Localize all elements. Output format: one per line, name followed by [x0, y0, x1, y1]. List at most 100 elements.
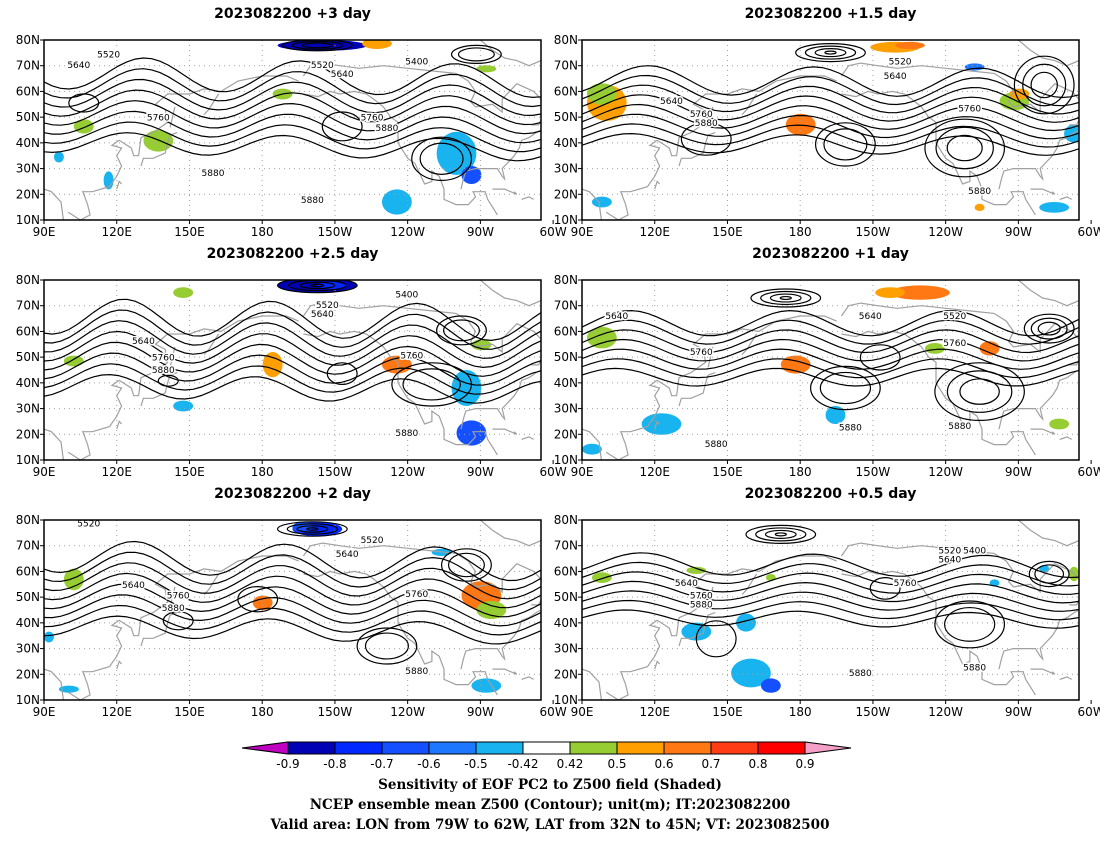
contour-label: 5760: [690, 348, 713, 358]
lon-tick-label: 60W: [1078, 225, 1100, 239]
lon-tick-label: 60W: [1078, 465, 1100, 479]
contour-cell: [450, 44, 502, 64]
panel-4: 5640 5640 5520 5760 5760 5880 5880 5880 80N 70N 60…: [554, 246, 1100, 479]
panel-title: 2023082200 +2.5 day: [207, 246, 379, 262]
contour-cell: [310, 283, 325, 288]
map-frame: [581, 279, 1080, 461]
contour-line: [44, 604, 541, 636]
contour-cell: [1037, 321, 1061, 336]
coastline: [44, 188, 64, 220]
contour-label: 5640: [605, 312, 628, 322]
shading-patch: [471, 678, 502, 693]
contour-label: 5880: [375, 124, 398, 134]
colorbar-swatch: [381, 741, 430, 755]
shading-patch: [1039, 202, 1070, 213]
contour-label: 5760: [147, 113, 170, 123]
contour-line: [582, 319, 1079, 345]
lat-tick-label: 20N: [554, 427, 578, 441]
contour-label: 5880: [705, 440, 728, 450]
lat-tick-label: 40N: [16, 376, 40, 390]
lat-tick-label: 50N: [554, 350, 578, 364]
colorbar-swatch: [710, 741, 759, 755]
contour-label: 5880: [202, 169, 225, 179]
contour-line: [582, 561, 1079, 587]
shading-patch: [63, 355, 84, 367]
contour-label: 5640: [938, 556, 961, 566]
colorbar-label: -0.42: [507, 757, 538, 771]
contour-label: 5640: [331, 70, 354, 80]
lat-tick-label: 50N: [16, 110, 40, 124]
coastline: [521, 676, 534, 680]
coastline: [840, 302, 1079, 354]
contour-label: 5760: [690, 592, 713, 602]
contour-label: 5640: [884, 72, 907, 82]
contour-label: 5880: [839, 424, 862, 434]
lon-tick-label: 90E: [33, 225, 56, 239]
contour-line: [44, 320, 541, 359]
contour-cell: [764, 529, 797, 539]
lat-tick-label: 10N: [16, 213, 40, 227]
contour-label: 5760: [690, 110, 713, 120]
colorbar-label: -0.7: [370, 757, 393, 771]
lat-tick-label: 50N: [16, 350, 40, 364]
coastline: [840, 62, 1079, 114]
z500-contours: [44, 521, 541, 665]
contour-label: 5760: [405, 590, 428, 600]
contour-label: 5520: [938, 547, 961, 557]
coastline: [521, 436, 534, 440]
lon-tick-label: 60W: [1078, 705, 1100, 719]
caption: Sensitivity of EOF PC2 to Z500 field (Sh…: [270, 777, 830, 833]
lat-tick-label: 10N: [16, 693, 40, 707]
lat-tick-label: 20N: [16, 427, 40, 441]
coastline: [531, 119, 541, 126]
lon-tick-label: 180: [251, 705, 274, 719]
lat-tick-label: 60N: [16, 84, 40, 98]
coastline: [678, 612, 716, 647]
lon-tick-label: 90W: [467, 705, 494, 719]
coastline: [203, 573, 220, 596]
lat-tick-label: 80N: [554, 273, 578, 287]
lon-tick-label: 90E: [571, 705, 594, 719]
shading-patch: [73, 119, 94, 134]
z500-contours: [44, 280, 541, 407]
lon-tick-label: 150W: [318, 465, 353, 479]
coastline: [841, 570, 1036, 696]
coastline: [140, 132, 178, 167]
panel-title: 2023082200 +3 day: [214, 6, 371, 22]
coastline: [116, 420, 123, 430]
colorbar-swatch: [569, 741, 618, 755]
coastline: [203, 93, 220, 116]
map-frame: [581, 39, 1080, 221]
contour-cell: [364, 632, 410, 660]
lon-tick-label: 150E: [712, 465, 743, 479]
contour-label: 5760: [958, 104, 981, 114]
coastline: [460, 369, 541, 430]
map-frame: [43, 39, 542, 221]
colorbar-label: 0.5: [607, 757, 626, 771]
shading-patch: [760, 678, 781, 693]
colorbar-left-arrow: [241, 741, 289, 755]
caption-line-1: Sensitivity of EOF PC2 to Z500 field (Sh…: [378, 777, 722, 793]
map-background: [582, 520, 1079, 700]
contour-cell: [281, 40, 353, 52]
contour-cell: [68, 93, 100, 113]
z500-contours: [44, 40, 541, 182]
colorbar-label: 0.9: [795, 757, 814, 771]
map-frame: [43, 279, 542, 461]
contour-cell: [824, 50, 837, 55]
contour-cell: [276, 521, 348, 537]
coastline: [582, 668, 602, 700]
lat-tick-label: 10N: [554, 693, 578, 707]
lon-tick-label: 90E: [33, 705, 56, 719]
shading-patch: [1049, 418, 1070, 430]
panel-title: 2023082200 +1 day: [752, 246, 909, 262]
contour-cell: [326, 362, 358, 385]
contour-label: 5640: [660, 97, 683, 107]
contour-cell: [1030, 317, 1068, 340]
lat-tick-label: 70N: [554, 299, 578, 313]
contour-label: 5880: [695, 119, 718, 129]
